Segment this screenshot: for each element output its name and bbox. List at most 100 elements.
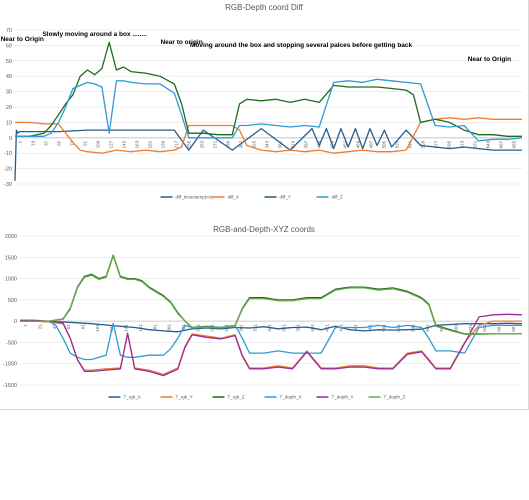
y-tick-label: -500 (6, 340, 17, 346)
x-tick-label: 595 (447, 140, 452, 148)
series-line-t-rgb-x (20, 320, 523, 333)
x-tick-label: 271 (213, 140, 218, 148)
legend-label: T_rgb_Y (176, 395, 193, 400)
x-tick-label: 81 (81, 324, 86, 330)
x-tick-label: 481 (367, 324, 372, 332)
x-tick-label: 469 (356, 140, 361, 148)
y-tick-label: -10 (4, 151, 12, 157)
y-tick-label: 10 (6, 120, 12, 126)
x-tick-label: 601 (453, 324, 458, 332)
x-tick-label: 101 (95, 324, 100, 332)
x-tick-label: 577 (434, 140, 439, 148)
y-tick-label: 1500 (5, 255, 17, 261)
y-tick-label: 50 (6, 59, 12, 65)
x-tick-label: 541 (410, 324, 415, 332)
y-tick-label: -30 (4, 182, 12, 188)
series-line-t-depth-z (20, 255, 522, 335)
x-tick-label: 379 (291, 140, 296, 148)
annotation: Moving around the box and stopping sever… (190, 42, 413, 49)
x-tick-label: 685 (512, 140, 517, 148)
y-tick-label: 0 (14, 319, 17, 325)
x-tick-label: 289 (226, 140, 231, 148)
x-tick-label: 613 (460, 140, 465, 148)
x-tick-label: 73 (70, 140, 75, 146)
x-tick-label: 161 (138, 324, 143, 332)
y-tick-label: 1000 (5, 277, 17, 283)
x-tick-label: 681 (511, 324, 516, 332)
x-tick-label: 37 (44, 140, 49, 146)
x-tick-label: 201 (167, 324, 172, 332)
x-tick-label: 217 (174, 140, 179, 148)
x-tick-label: 631 (473, 140, 478, 148)
x-tick-label: 163 (135, 140, 140, 148)
x-tick-label: 21 (38, 324, 43, 330)
annotation: Near to origin (160, 39, 202, 46)
x-tick-label: 521 (396, 324, 401, 332)
legend-label: T_rgb_X (124, 395, 141, 400)
x-tick-label: 41 (52, 324, 57, 330)
series-line-diff-y (15, 41, 522, 137)
x-tick-label: 487 (369, 140, 374, 148)
x-tick-label: 559 (421, 140, 426, 148)
legend-label: T_depth_X (280, 395, 302, 400)
x-tick-label: 641 (482, 324, 487, 332)
series-line-t-depth-y (20, 313, 523, 377)
y-tick-label: 40 (6, 74, 12, 80)
series-line-t-rgb-z (20, 254, 522, 335)
y-tick-label: 30 (6, 90, 12, 96)
x-tick-label: 649 (486, 140, 491, 148)
x-tick-label: 181 (148, 140, 153, 148)
x-tick-label: 661 (496, 324, 501, 332)
chart-rgb-and-depth-xyz-coords: RGB-and-Depth-XYZ coords -1500 -1000 -500 0… (3, 225, 523, 400)
figure-page: RGB-Depth coord Diff -30 -20 -10 0 10 20 30 40 5… (0, 0, 529, 410)
x-tick-label: 235 (187, 140, 192, 148)
x-tick-label: 325 (252, 140, 257, 148)
x-tick-label: 19 (31, 140, 36, 146)
x-tick-label: 667 (499, 140, 504, 148)
x-tick-label: 1 (18, 140, 23, 143)
x-tick-label: 541 (408, 140, 413, 148)
x-tick-label: 451 (343, 140, 348, 148)
legend-label: T_depth_Y (332, 395, 354, 400)
x-tick-label: 145 (122, 140, 127, 148)
annotation: Slowly moving around a box ........ (42, 31, 147, 38)
x-tick-label: 1 (23, 324, 28, 327)
x-tick-label: 421 (324, 324, 329, 332)
y-tick-label: -1500 (3, 383, 17, 389)
legend-label: diff_timestamp(ms) (176, 195, 215, 200)
x-tick-label: 127 (109, 140, 114, 148)
x-tick-label: 199 (161, 140, 166, 148)
legend-label: T_rgb_Z (228, 395, 245, 400)
y-tick-label: -20 (4, 167, 12, 173)
x-tick-label: 505 (382, 140, 387, 148)
x-tick-label: 253 (200, 140, 205, 148)
x-tick-label: 397 (304, 140, 309, 148)
chart-rgb-depth-coord-diff: RGB-Depth coord Diff -30 -20 -10 0 10 20 30 40 5… (1, 3, 523, 200)
x-tick-label: 91 (83, 140, 88, 146)
y-tick-label: 0 (9, 136, 12, 142)
legend-label: diff_Z (332, 195, 343, 200)
y-tick-label: -1000 (3, 362, 17, 368)
chart-title: RGB-Depth coord Diff (225, 3, 303, 12)
x-tick-label: 55 (57, 140, 62, 146)
x-tick-label: 501 (382, 324, 387, 332)
series-line-diff-z (15, 78, 523, 142)
x-tick-label: 61 (66, 324, 71, 330)
annotation: Near to Origin (468, 56, 511, 63)
x-tick-label: 141 (124, 324, 129, 332)
y-tick-label: 500 (8, 298, 17, 304)
y-tick-label: 20 (6, 105, 12, 111)
x-tick-label: 109 (96, 140, 101, 148)
legend-label: T_depth_Z (384, 395, 406, 400)
y-tick-label: 70 (6, 28, 12, 34)
x-tick-label: 523 (395, 140, 400, 148)
chart-title: RGB-and-Depth-XYZ coords (213, 225, 315, 234)
x-tick-label: 181 (152, 324, 157, 332)
x-tick-label: 621 (468, 324, 473, 332)
series-line-diff-timestamp-ms- (14, 127, 522, 181)
legend-label: diff_X (228, 195, 239, 200)
legend-label: diff_Y (280, 195, 291, 200)
y-tick-label: 2000 (5, 234, 17, 240)
x-tick-label: 361 (278, 140, 283, 148)
annotation: Near to Origin (1, 36, 44, 43)
